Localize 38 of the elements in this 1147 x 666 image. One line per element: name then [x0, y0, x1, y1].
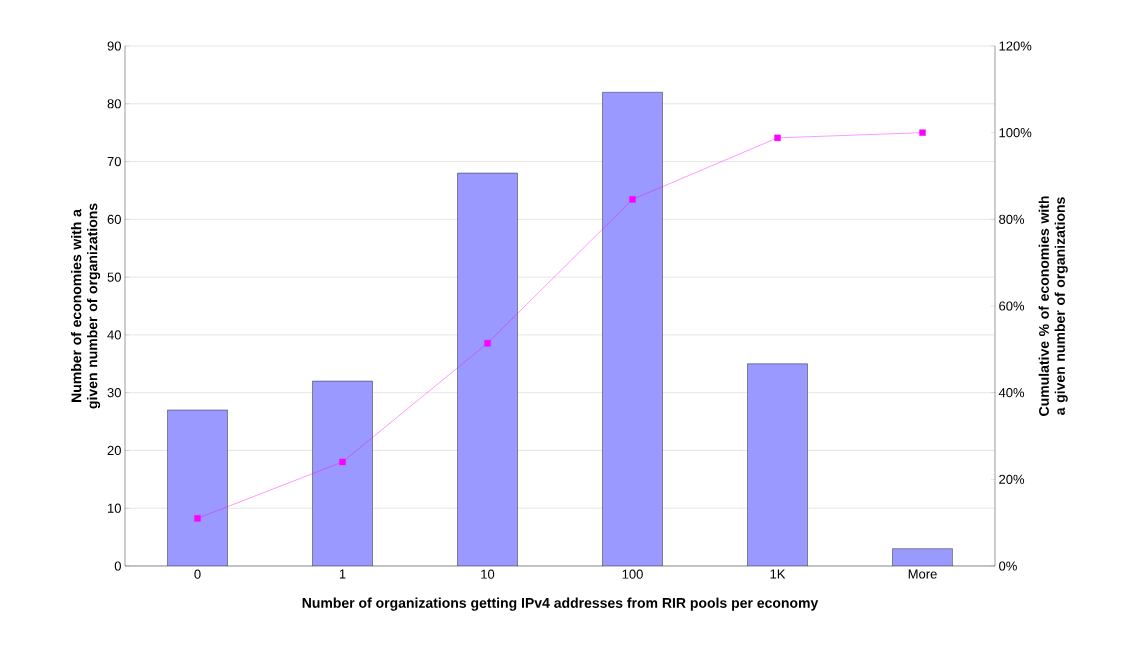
x-tick-label: 0 — [194, 569, 201, 579]
y-axis-title: Number of economies with a given number of organizations — [71, 203, 101, 409]
bar — [892, 548, 953, 566]
y-tick-label: 40 — [107, 330, 121, 340]
y-tick-label: 80 — [107, 99, 121, 109]
y2-tick-label: 80% — [999, 214, 1025, 224]
y-tick-label: 60 — [107, 214, 121, 224]
y2-tick-label: 100% — [999, 128, 1032, 138]
bar — [312, 381, 373, 566]
point — [339, 458, 346, 466]
bar — [457, 173, 518, 566]
y-tick-label: 20 — [107, 445, 121, 456]
y2-tick-label: 120% — [999, 41, 1032, 51]
y2-tick-label: 0% — [999, 561, 1017, 571]
bar — [602, 92, 663, 566]
x-axis-title: Number of organizations getting IPv4 addresses from RIR pools per economy — [302, 597, 819, 611]
y-tick-label: 10 — [108, 503, 121, 513]
point — [194, 515, 201, 522]
y-tick-label: 90 — [107, 41, 121, 51]
y2-axis-title: Cumulative % of economies with a given number of organizations — [1038, 196, 1068, 416]
bar — [747, 363, 808, 566]
y-tick-label: 30 — [107, 388, 121, 398]
y-tick-label: 0 — [114, 561, 121, 571]
point — [919, 129, 926, 136]
x-tick-label: More — [908, 569, 937, 579]
y2-tick-label: 60% — [999, 301, 1025, 311]
point — [774, 134, 781, 142]
y2-tick-label: 40% — [998, 388, 1025, 398]
x-tick-label: 1K — [770, 569, 786, 579]
y-tick-label: 50 — [107, 272, 121, 282]
y2-tick-label: 20% — [999, 474, 1025, 484]
point — [484, 340, 491, 347]
x-tick-label: 100 — [622, 569, 643, 579]
y-tick-label: 70 — [107, 156, 121, 167]
x-tick-label: 10 — [481, 569, 495, 579]
point — [629, 196, 636, 203]
bar — [167, 410, 228, 566]
x-tick-label: 1 — [339, 569, 346, 579]
